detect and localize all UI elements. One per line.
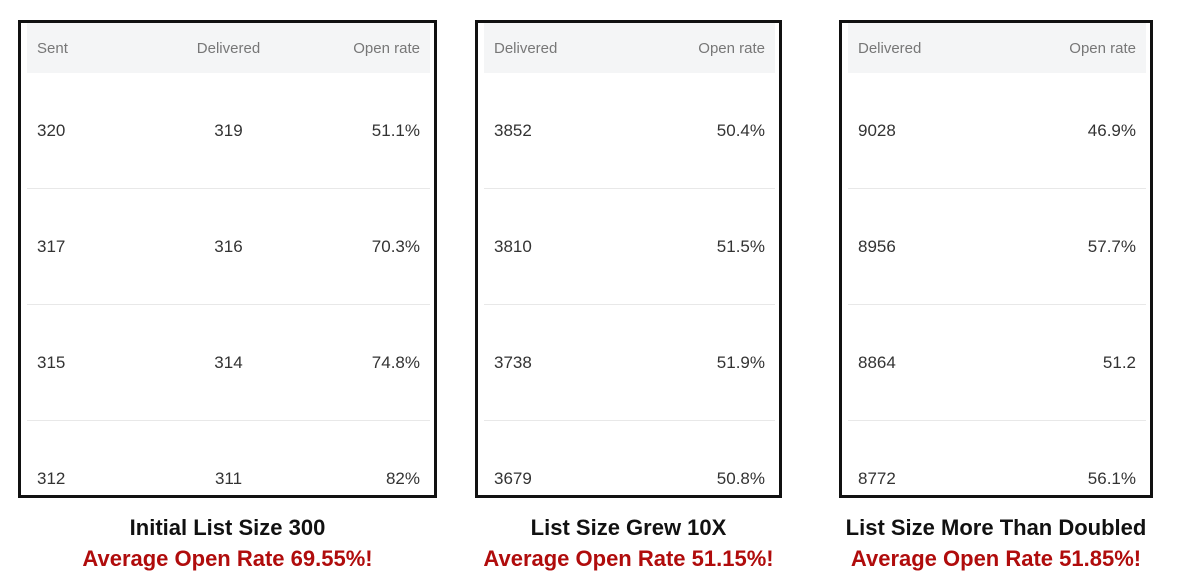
- table-cell: 50.8%: [716, 468, 765, 488]
- header-cell: Delivered: [858, 39, 922, 57]
- table: Delivered Open rate 3852 50.4% 3810 51.5% 3738…: [484, 23, 775, 495]
- table-row: 3679 50.8%: [484, 421, 775, 495]
- header-cell: Sent: [37, 39, 68, 57]
- table-row: 3738 51.9%: [484, 305, 775, 421]
- table-cell: 311: [214, 468, 243, 488]
- header-cell: Open rate: [353, 39, 420, 57]
- table-cell: 50.4%: [716, 120, 765, 140]
- table-cell: 51.9%: [716, 352, 765, 372]
- table-cell: 3852: [494, 120, 532, 140]
- caption-title: Initial List Size 300: [129, 515, 326, 540]
- table-header: Delivered Open rate: [484, 23, 775, 73]
- table-cell: 314: [214, 352, 243, 372]
- table-header: Delivered Open rate: [848, 23, 1146, 73]
- header-cell: Delivered: [196, 39, 261, 57]
- table-cell: 312: [37, 468, 66, 488]
- table-cell: 51.2: [1102, 352, 1136, 372]
- table-cell: 74.8%: [371, 352, 420, 372]
- caption-subtitle: Average Open Rate 51.85%!: [850, 546, 1142, 571]
- table-panel: Sent Delivered Open rate 320 319 51.1% 317 316 7…: [18, 20, 437, 498]
- header-cell: Open rate: [698, 39, 765, 57]
- header-cell: Open rate: [1069, 39, 1136, 57]
- table-row: 3810 51.5%: [484, 189, 775, 305]
- table: Delivered Open rate 9028 46.9% 8956 57.7% 8864…: [848, 23, 1146, 495]
- caption-title: List Size Grew 10X: [530, 515, 727, 540]
- table-cell: 8956: [858, 236, 896, 256]
- table-row: 312 311 82%: [27, 421, 430, 495]
- table-row: 3852 50.4%: [484, 73, 775, 189]
- table-cell: 57.7%: [1087, 236, 1136, 256]
- table-cell: 8772: [858, 468, 896, 488]
- table-row: 9028 46.9%: [848, 73, 1146, 189]
- table-cell: 315: [37, 352, 66, 372]
- table-header: Sent Delivered Open rate: [27, 23, 430, 73]
- table-panel: Delivered Open rate 9028 46.9% 8956 57.7% 8864…: [839, 20, 1153, 498]
- table-cell: 316: [214, 236, 243, 256]
- header-cell: Delivered: [494, 39, 558, 57]
- caption-subtitle: Average Open Rate 69.55%!: [82, 546, 373, 571]
- table-row: 320 319 51.1%: [27, 73, 430, 189]
- table-row: 8864 51.2: [848, 305, 1146, 421]
- table-cell: 51.1%: [371, 120, 420, 140]
- caption-subtitle: Average Open Rate 51.15%!: [483, 546, 774, 571]
- table-cell: 82%: [385, 468, 420, 488]
- table-row: 8956 57.7%: [848, 189, 1146, 305]
- table-cell: 8864: [858, 352, 896, 372]
- table-panel: Delivered Open rate 3852 50.4% 3810 51.5% 3738…: [475, 20, 782, 498]
- table-cell: 317: [37, 236, 66, 256]
- table-cell: 3679: [494, 468, 532, 488]
- table-cell: 319: [214, 120, 243, 140]
- table-cell: 320: [37, 120, 66, 140]
- table-row: 315 314 74.8%: [27, 305, 430, 421]
- table-cell: 51.5%: [716, 236, 765, 256]
- table: Sent Delivered Open rate 320 319 51.1% 317 316 7…: [27, 23, 430, 495]
- table-cell: 70.3%: [371, 236, 420, 256]
- table-cell: 9028: [858, 120, 896, 140]
- caption-title: List Size More Than Doubled: [845, 515, 1147, 540]
- table-cell: 3738: [494, 352, 532, 372]
- table-row: 317 316 70.3%: [27, 189, 430, 305]
- table-cell: 46.9%: [1087, 120, 1136, 140]
- table-cell: 56.1%: [1087, 468, 1136, 488]
- table-cell: 3810: [494, 236, 532, 256]
- table-row: 8772 56.1%: [848, 421, 1146, 495]
